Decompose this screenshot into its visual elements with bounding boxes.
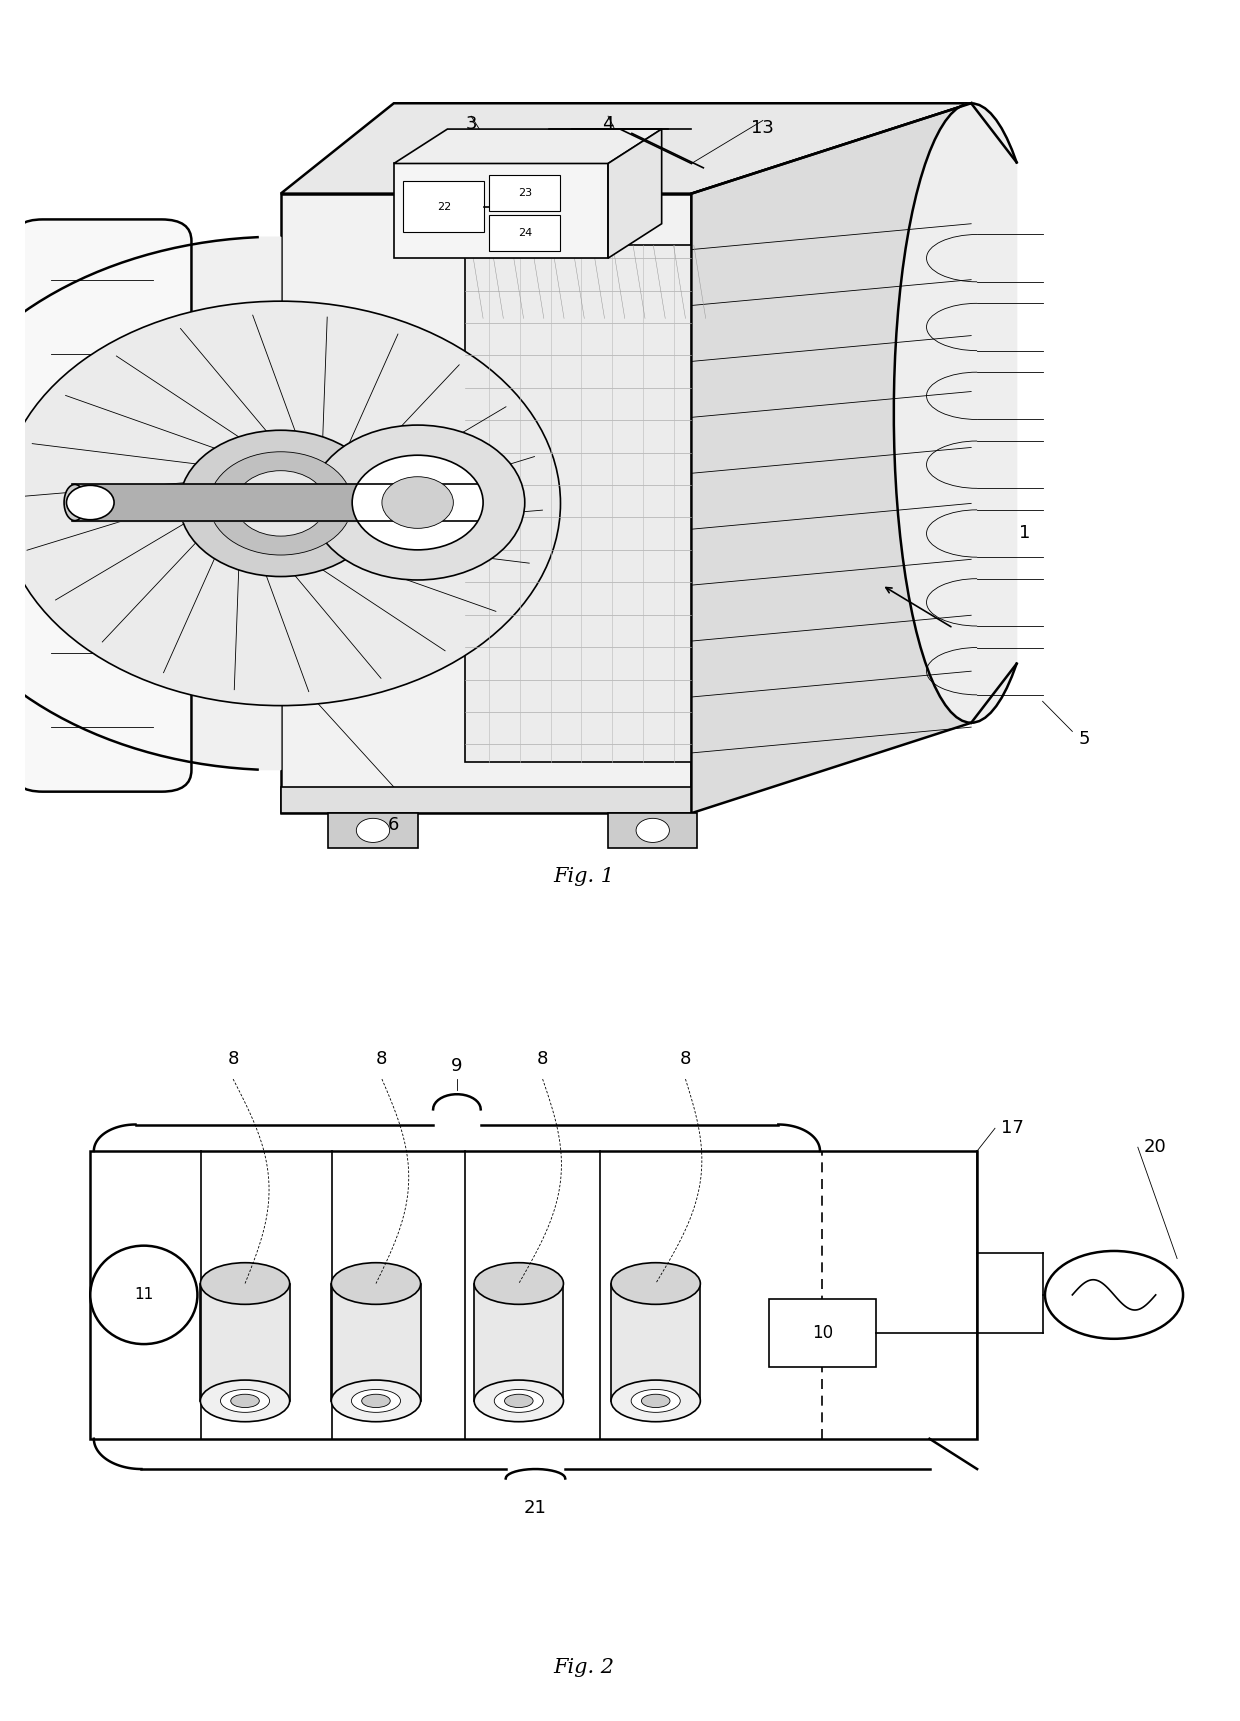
Polygon shape xyxy=(608,129,662,258)
Circle shape xyxy=(636,819,670,843)
Circle shape xyxy=(356,819,389,843)
Polygon shape xyxy=(280,194,692,814)
Text: Fig. 2: Fig. 2 xyxy=(554,1659,615,1678)
Ellipse shape xyxy=(362,1394,391,1408)
Circle shape xyxy=(310,425,525,580)
Ellipse shape xyxy=(611,1263,701,1305)
Circle shape xyxy=(67,485,114,520)
Ellipse shape xyxy=(231,1394,259,1408)
Ellipse shape xyxy=(91,1246,197,1344)
Text: 23: 23 xyxy=(518,188,532,198)
Polygon shape xyxy=(394,129,662,163)
Circle shape xyxy=(236,470,326,537)
Ellipse shape xyxy=(474,1263,563,1305)
Polygon shape xyxy=(280,788,692,814)
Text: 3: 3 xyxy=(465,115,477,133)
Circle shape xyxy=(210,453,352,554)
FancyBboxPatch shape xyxy=(489,215,560,251)
Ellipse shape xyxy=(64,485,86,521)
Ellipse shape xyxy=(201,1263,290,1305)
Text: 7: 7 xyxy=(72,416,84,434)
Text: 4: 4 xyxy=(603,115,614,133)
Ellipse shape xyxy=(201,1380,290,1422)
Text: 21: 21 xyxy=(525,1499,547,1518)
Text: 20: 20 xyxy=(1143,1138,1167,1157)
FancyBboxPatch shape xyxy=(12,220,191,792)
Ellipse shape xyxy=(505,1394,533,1408)
Ellipse shape xyxy=(474,1380,563,1422)
Text: 13: 13 xyxy=(751,119,774,138)
Ellipse shape xyxy=(631,1389,681,1413)
FancyBboxPatch shape xyxy=(611,1284,701,1401)
Circle shape xyxy=(352,454,484,551)
Ellipse shape xyxy=(331,1263,420,1305)
Text: 10: 10 xyxy=(812,1323,833,1342)
Circle shape xyxy=(257,485,305,520)
Ellipse shape xyxy=(331,1380,420,1422)
Ellipse shape xyxy=(221,1389,269,1413)
Text: 8: 8 xyxy=(537,1050,548,1067)
Ellipse shape xyxy=(641,1394,670,1408)
Circle shape xyxy=(180,430,382,577)
Ellipse shape xyxy=(351,1389,401,1413)
Text: 22: 22 xyxy=(436,201,451,212)
Text: 8: 8 xyxy=(227,1050,239,1067)
FancyBboxPatch shape xyxy=(329,814,418,848)
FancyBboxPatch shape xyxy=(331,1284,420,1401)
Text: 9: 9 xyxy=(451,1057,463,1076)
Polygon shape xyxy=(894,103,1017,723)
Circle shape xyxy=(1,301,560,706)
Circle shape xyxy=(382,477,454,528)
FancyBboxPatch shape xyxy=(474,1284,563,1401)
Text: 6: 6 xyxy=(388,816,399,835)
Polygon shape xyxy=(465,246,692,761)
Text: 24: 24 xyxy=(517,229,532,237)
Text: 2: 2 xyxy=(91,592,102,611)
FancyBboxPatch shape xyxy=(201,1284,290,1401)
Polygon shape xyxy=(692,103,971,814)
Text: 8: 8 xyxy=(680,1050,691,1067)
FancyBboxPatch shape xyxy=(489,176,560,212)
Ellipse shape xyxy=(611,1380,701,1422)
Text: 5: 5 xyxy=(1079,730,1090,749)
Polygon shape xyxy=(394,163,608,258)
Text: 11: 11 xyxy=(134,1287,154,1303)
Ellipse shape xyxy=(495,1389,543,1413)
FancyBboxPatch shape xyxy=(769,1299,875,1366)
Text: Fig. 1: Fig. 1 xyxy=(554,867,615,886)
Text: 17: 17 xyxy=(1001,1119,1024,1138)
Polygon shape xyxy=(280,103,971,194)
Text: 1: 1 xyxy=(1019,523,1030,542)
FancyBboxPatch shape xyxy=(403,181,485,232)
Circle shape xyxy=(1045,1251,1183,1339)
FancyBboxPatch shape xyxy=(608,814,697,848)
Polygon shape xyxy=(0,237,280,769)
Text: 8: 8 xyxy=(376,1050,388,1067)
